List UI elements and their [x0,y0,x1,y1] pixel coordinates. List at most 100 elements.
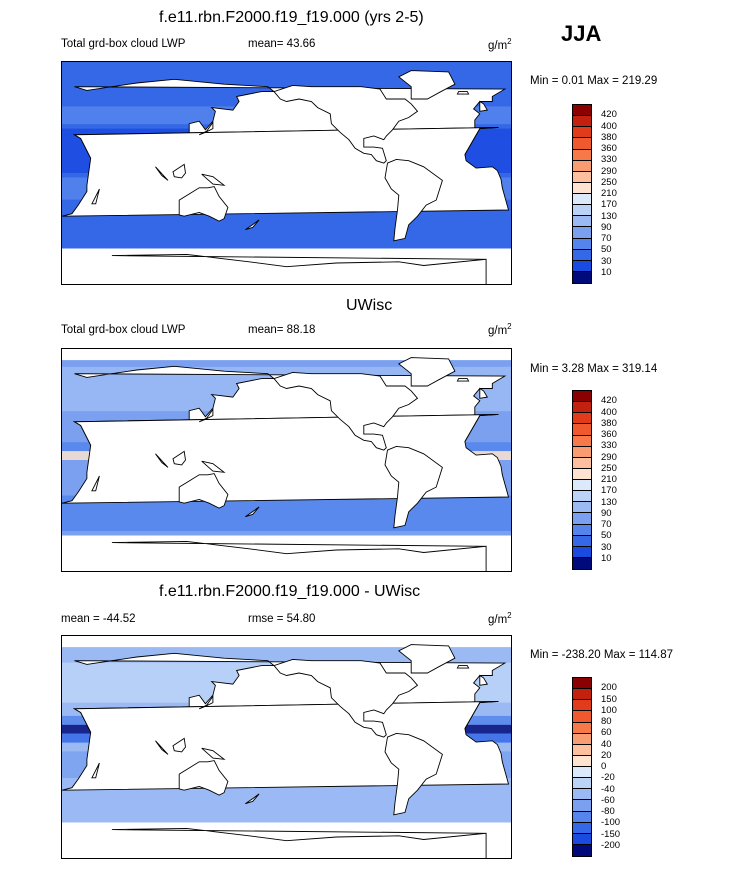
landmass [62,126,510,217]
landmass [273,371,419,451]
landmass [456,665,470,669]
colorbar-swatch [573,271,591,283]
colorbar-swatch [573,480,591,492]
panel-3-title: f.e11.rbn.F2000.f19_f19.000 - UWisc [159,583,421,600]
colorbar-tick-label: 330 [601,154,617,166]
colorbar-tick-label: 70 [601,233,612,244]
landmass [245,793,260,805]
colorbar-tick-label: 250 [601,176,617,188]
colorbar-swatch [573,238,591,250]
colorbar-swatch [573,524,591,536]
colorbar-tick-label: -20 [601,772,615,784]
colorbar-tick-label: 250 [601,462,617,474]
colorbar-swatch [573,844,591,856]
panel-2-minmax: Min = 3.28 Max = 319.14 [530,363,658,375]
colorbar-tick-label: 210 [601,474,617,485]
panel-2-mean: mean= 88.18 [248,324,316,336]
landmass [91,762,100,779]
colorbar-swatch [573,711,591,723]
colorbar-swatch [573,116,591,128]
colorbar-tick-label: 30 [601,255,612,267]
colorbar-tick-label: -40 [601,783,615,795]
colorbar-tick-label: 20 [601,749,612,761]
colorbar-swatch [573,689,591,701]
landmass [199,120,214,136]
colorbar-swatch [573,391,591,403]
colorbar-tick-label: 330 [601,440,617,452]
panel-3-colorbar [572,677,592,857]
landmass [245,506,260,518]
colorbar-tick-label: 380 [601,417,617,429]
colorbar-tick-label: 10 [601,552,612,564]
colorbar-tick-label: 40 [601,738,612,750]
colorbar-swatch [573,767,591,779]
landmass [384,732,443,816]
colorbar-swatch [573,755,591,767]
world-map-svg [62,636,511,858]
colorbar-tick-label: 420 [601,109,617,121]
world-map-svg [62,349,511,571]
panel-1-mean: mean= 43.66 [248,38,316,50]
landmass [155,453,169,468]
colorbar-tick-label: 290 [601,165,617,177]
panel-2-subtitle: Total grd-box cloud LWP [61,324,186,336]
colorbar-tick-label: 10 [601,266,612,278]
panel-1-subtitle: Total grd-box cloud LWP [61,38,186,50]
panel-3-map [61,635,512,859]
landmass [273,658,419,738]
colorbar-swatch [573,535,591,547]
colorbar-tick-label: 90 [601,507,612,519]
panel-3-mean: mean = -44.52 [61,613,136,625]
landmass [172,450,186,466]
colorbar-tick-label: -80 [601,806,615,817]
colorbar-tick-label: 420 [601,395,617,407]
colorbar-swatch [573,491,591,503]
landmass [172,737,186,753]
panel-1-title: f.e11.rbn.F2000.f19_f19.000 (yrs 2-5) [159,9,424,26]
colorbar-swatch [573,160,591,172]
landmass [155,740,169,755]
colorbar-tick-label: 0 [601,761,607,772]
landmass [479,674,489,686]
colorbar-tick-label: 130 [601,210,617,222]
colorbar-swatch [573,502,591,514]
colorbar-swatch [573,205,591,217]
colorbar-swatch [573,149,591,161]
colorbar-swatch [573,678,591,690]
colorbar-tick-label: 60 [601,727,612,739]
panel-1-colorbar [572,104,592,284]
colorbar-swatch [573,778,591,790]
landmass [199,694,214,710]
colorbar-swatch [573,182,591,194]
colorbar-tick-label: 70 [601,519,612,530]
colorbar-swatch [573,457,591,469]
landmass [479,100,489,112]
world-map-svg [62,62,511,284]
colorbar-tick-label: 50 [601,530,612,542]
colorbar-swatch [573,194,591,206]
colorbar-tick-label: -60 [601,794,615,806]
colorbar-swatch [573,557,591,569]
colorbar-swatch [573,105,591,117]
colorbar-swatch [573,260,591,272]
landmass [456,91,470,95]
landmass [111,540,487,571]
panel-1-minmax: Min = 0.01 Max = 219.29 [530,75,658,87]
colorbar-tick-label: 150 [601,693,617,705]
panel-2-map [61,348,512,572]
colorbar-tick-label: 210 [601,188,617,199]
landmass [178,760,229,796]
landmass [91,475,100,492]
colorbar-tick-label: -200 [601,839,621,851]
landmass [62,700,510,791]
landmass [384,445,443,529]
landmass [172,163,186,179]
colorbar-swatch [573,722,591,734]
colorbar-swatch [573,435,591,447]
panel-3-rmse: rmse = 54.80 [248,613,316,625]
colorbar-tick-label: 400 [601,406,617,418]
colorbar-tick-label: 380 [601,131,617,143]
colorbar-tick-label: -100 [601,817,621,829]
landmass [91,188,100,205]
landmass [273,84,419,164]
